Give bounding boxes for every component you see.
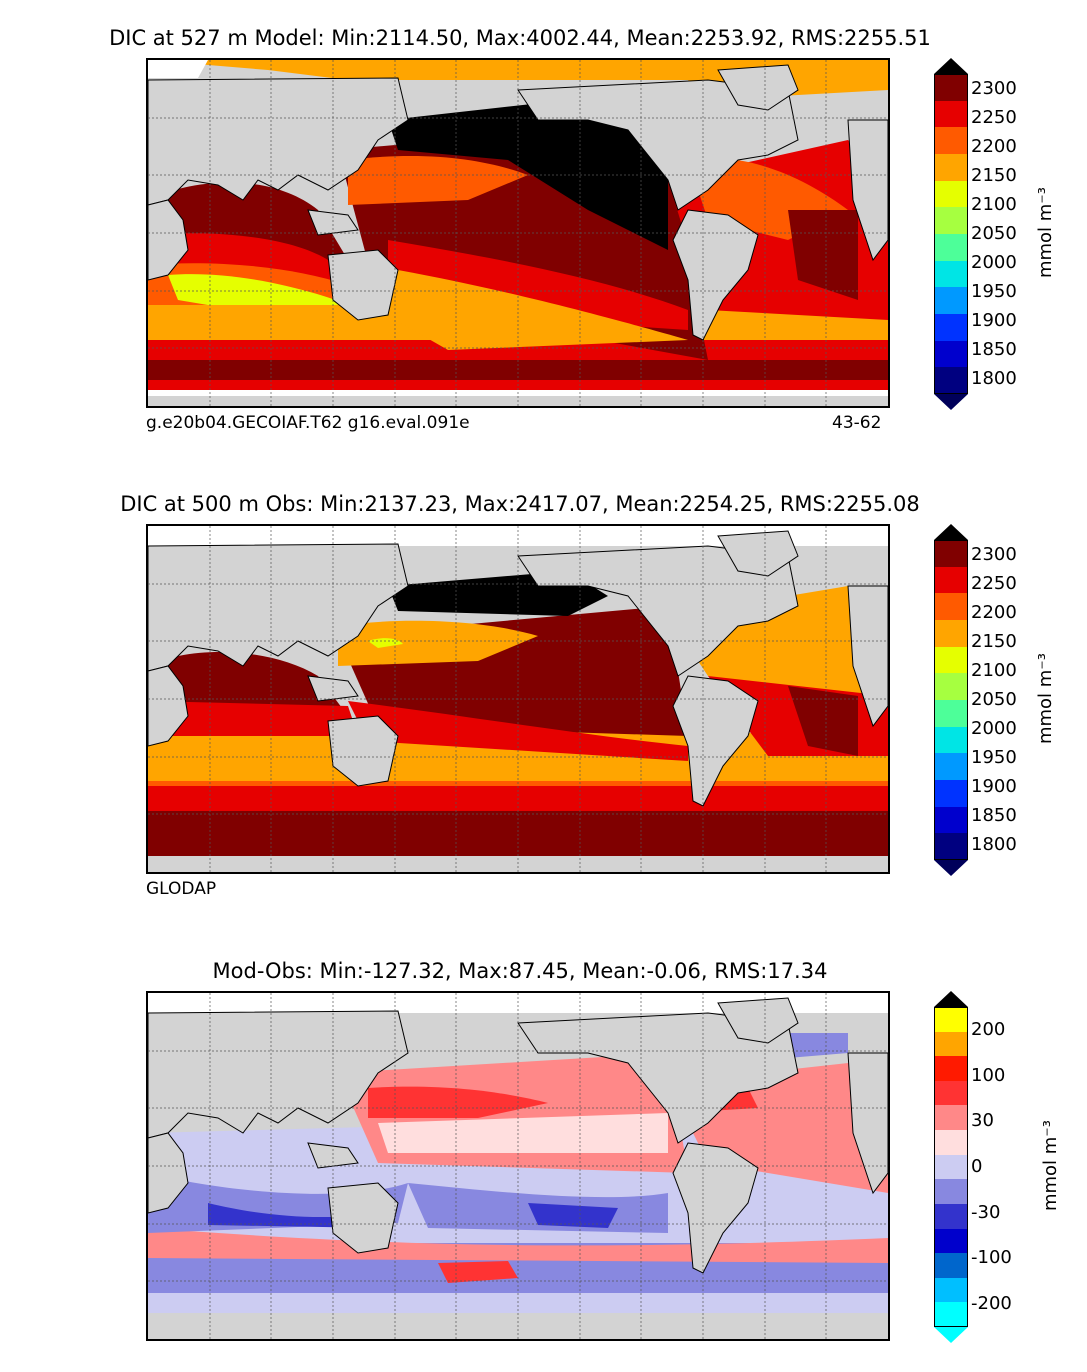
p1-land-eurasia [148,77,409,206]
p2-gridlines [148,526,888,872]
p2-land-south-america [672,675,759,807]
p2-land-maritime [307,675,359,702]
panel1-colorbar-tick: 2250 [971,106,1017,128]
p1-land-maritime [307,209,359,236]
p2-land-africa [148,665,189,747]
panel2-colorbar [934,524,968,876]
p1-pacific-black [388,100,668,250]
panel2-title: DIC at 500 m Obs: Min:2137.23, Max:2417.… [120,492,920,516]
panel2-map [146,524,890,874]
p3-gridlines [148,993,888,1339]
p1-atlantic-darkred [788,210,858,300]
panel1-colorbar-tick: 2100 [971,193,1017,215]
panel1-map [146,58,890,408]
panel3-map-svg [148,993,888,1339]
colorbar-frame [934,540,968,860]
colorbar-extend-top [934,58,968,74]
colorbar-frame [934,74,968,394]
panel3-map [146,991,890,1341]
p2-pacific-north-orange [338,620,538,666]
colorbar-segment [934,1130,968,1156]
p3-land-south-america [672,1142,759,1274]
p3-land-africa [148,1132,189,1214]
p1-land-south-america [672,209,759,341]
panel2-footer-left: GLODAP [146,879,217,899]
panel1-colorbar-tick: 2150 [971,164,1017,186]
p3-south-red [438,1261,518,1283]
p1-pacific-south-orange [378,270,688,350]
panel3-colorbar-tick: 30 [971,1110,994,1132]
panel3-colorbar-tick: -100 [971,1247,1012,1269]
colorbar-segment [934,1056,968,1082]
panel1-footer-left: g.e20b04.GECOIAF.T62 g16.eval.091e [146,413,470,433]
p3-land-maritime [307,1142,359,1169]
panel2-map-svg [148,526,888,872]
panel1-title: DIC at 527 m Model: Min:2114.50, Max:400… [109,26,931,50]
colorbar-extend-top [934,991,968,1007]
p3-land-greenland [717,997,799,1044]
colorbar-extend-bottom [934,860,968,876]
panel2-colorbar-tick: 2200 [971,601,1017,623]
panel2-colorbar-tick: 1900 [971,776,1017,798]
panel2-colorbar-tick: 1800 [971,834,1017,856]
panel1-colorbar-label: mmol m⁻³ [1035,186,1057,279]
panel2-colorbar-tick: 2150 [971,630,1017,652]
panel3-title: Mod-Obs: Min:-127.32, Max:87.45, Mean:-0… [212,959,828,983]
panel1-colorbar-tick: 2200 [971,135,1017,157]
panel2-colorbar-tick: 2300 [971,543,1017,565]
panel2-colorbar-tick: 1850 [971,805,1017,827]
panel1-colorbar-tick: 1950 [971,281,1017,303]
panel1-colorbar-tick: 1800 [971,368,1017,390]
panel3-colorbar-tick: -200 [971,1293,1012,1315]
p1-arctic-white [148,60,208,78]
panel1-colorbar-tick: 1900 [971,310,1017,332]
p2-indian-red [148,701,358,736]
p2-pacific-yellow [368,638,403,648]
panel2-colorbar-tick: 2100 [971,659,1017,681]
p3-pacific-light [378,1113,668,1153]
colorbar-extend-top [934,524,968,540]
panel1-footer-right: 43-62 [832,413,882,433]
panel3-colorbar-tick: 200 [971,1018,1006,1040]
panel1-colorbar-tick: 1850 [971,339,1017,361]
panel2-colorbar-label: mmol m⁻³ [1035,652,1057,745]
panel3-colorbar-tick: -30 [971,1201,1001,1223]
panel2-colorbar-tick: 2050 [971,689,1017,710]
p1-land-africa [148,199,189,281]
panel2-colorbar-tick: 2250 [971,572,1017,594]
p3-pacific-red [368,1086,548,1118]
p3-land-eurasia [148,1010,409,1139]
panel2-colorbar-tick: 1950 [971,747,1017,769]
panel3-colorbar-tick: 100 [971,1064,1006,1086]
p3-pacific-darkblue [528,1203,618,1228]
panel1-colorbar-tick: 2000 [971,252,1017,274]
panel2-colorbar-tick: 2000 [971,718,1017,740]
p2-land-greenland [717,530,799,577]
panel1-colorbar-tick: 2300 [971,77,1017,99]
colorbar-frame [934,1007,968,1327]
p2-atlantic-darkred [788,686,858,756]
panel3-colorbar-label: mmol m⁻³ [1040,1119,1062,1212]
colorbar-extend-bottom [934,394,968,410]
panel3-colorbar [934,991,968,1343]
p1-land-greenland [717,64,799,111]
p3-land-africa-east [847,1052,888,1195]
p1-gridlines [148,60,888,406]
panel1-colorbar-tick: 2050 [971,223,1017,244]
p2-land-eurasia [148,543,409,672]
p2-land-africa-east [847,585,888,728]
p1-pacific-north-orange [348,155,528,205]
panel1-colorbar [934,58,968,410]
panel3-colorbar-tick: 0 [971,1156,983,1177]
panel1-map-svg [148,60,888,406]
p1-land-africa-east [847,119,888,262]
colorbar-extend-bottom [934,1327,968,1343]
